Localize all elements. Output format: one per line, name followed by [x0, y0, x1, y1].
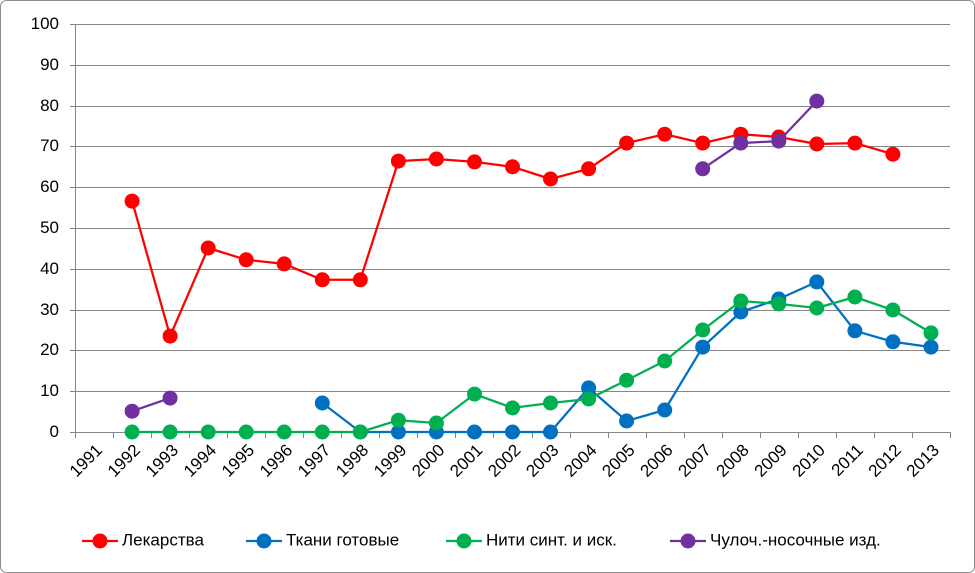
data-point-marker — [162, 424, 178, 440]
legend-item: Нити синт. и иск. — [446, 530, 617, 549]
data-point-marker — [885, 146, 901, 162]
data-point-marker — [543, 171, 558, 187]
data-point-marker — [314, 395, 330, 411]
data-point-marker — [543, 424, 558, 440]
legend-marker-swatch — [256, 533, 272, 549]
data-point-marker — [238, 252, 254, 268]
series-3 — [124, 93, 825, 419]
data-point-marker — [124, 424, 140, 440]
y-axis-tick-label: 20 — [40, 340, 59, 359]
gridlines — [75, 24, 950, 392]
data-point-marker — [200, 240, 216, 256]
data-point-marker — [885, 302, 901, 318]
data-point-marker — [771, 133, 787, 149]
data-point-marker — [428, 151, 444, 167]
legend-label: Чулоч.-носочные изд. — [710, 530, 881, 549]
y-axis-tick-label: 50 — [40, 218, 59, 237]
data-point-marker — [923, 325, 939, 341]
data-point-marker — [657, 126, 673, 142]
y-axis-tick-label: 10 — [40, 381, 59, 400]
series-plot-area — [124, 93, 939, 440]
data-point-marker — [657, 353, 673, 369]
y-axis-tick-label: 0 — [50, 422, 59, 441]
data-point-marker — [809, 93, 825, 109]
y-axis-tick-label: 30 — [40, 300, 59, 319]
series-line — [132, 295, 932, 434]
data-point-marker — [505, 159, 520, 175]
data-point-marker — [276, 424, 292, 440]
data-point-marker — [809, 136, 825, 152]
legend-label: Ткани готовые — [286, 530, 399, 549]
legend-label: Лекарства — [122, 530, 204, 549]
data-point-marker — [352, 424, 368, 440]
data-point-marker — [847, 135, 863, 151]
data-point-marker — [619, 135, 635, 151]
y-axis-tick-label: 60 — [40, 177, 59, 196]
data-point-marker — [543, 395, 558, 411]
legend-label: Нити синт. и иск. — [486, 530, 617, 549]
legend-item: Лекарства — [82, 530, 204, 549]
data-point-marker — [619, 372, 635, 388]
data-point-marker — [314, 272, 330, 288]
data-point-marker — [505, 424, 520, 440]
data-point-marker — [695, 322, 711, 338]
data-point-marker — [923, 339, 939, 355]
data-point-marker — [314, 424, 330, 440]
data-point-marker — [847, 323, 863, 339]
data-point-marker — [467, 386, 482, 402]
series-2 — [124, 289, 939, 440]
y-axis-tick-label: 100 — [31, 14, 59, 33]
series-0 — [124, 126, 901, 344]
data-point-marker — [467, 154, 482, 170]
legend-item: Ткани готовые — [246, 530, 399, 549]
data-point-marker — [238, 424, 254, 440]
legend-marker-swatch — [680, 533, 696, 549]
data-point-marker — [162, 390, 178, 406]
series-1 — [314, 274, 939, 440]
data-point-marker — [695, 339, 711, 355]
data-point-marker — [467, 424, 482, 440]
data-point-marker — [733, 293, 749, 309]
data-point-marker — [162, 328, 178, 344]
data-point-marker — [390, 412, 406, 428]
data-point-marker — [390, 153, 406, 169]
y-axis-tick-label: 80 — [40, 96, 59, 115]
legend-item: Чулоч.-носочные изд. — [670, 530, 881, 549]
data-point-marker — [695, 135, 711, 151]
data-point-marker — [428, 415, 444, 431]
data-point-marker — [619, 413, 635, 429]
data-point-marker — [505, 400, 520, 416]
data-point-marker — [200, 424, 216, 440]
data-point-marker — [809, 274, 825, 290]
legend-marker-swatch — [456, 533, 472, 549]
data-point-marker — [733, 135, 749, 151]
data-point-marker — [124, 193, 140, 209]
y-axis-tick-labels: 0 10 20 30 40 50 60 70 80 90 100 — [31, 14, 59, 441]
y-axis-tick-label: 70 — [40, 136, 59, 155]
data-point-marker — [124, 403, 140, 419]
data-point-marker — [352, 272, 368, 288]
legend: Лекарства Ткани готовые Нити синт. и иск. Ч… — [82, 530, 881, 549]
data-point-marker — [581, 161, 597, 177]
y-axis-tick-label: 90 — [40, 55, 59, 74]
data-point-marker — [276, 256, 292, 272]
data-point-marker — [657, 402, 673, 418]
data-point-marker — [771, 296, 787, 312]
data-point-marker — [885, 334, 901, 350]
data-point-marker — [809, 300, 825, 316]
legend-marker-swatch — [92, 533, 108, 549]
data-point-marker — [847, 289, 863, 305]
data-point-marker — [581, 391, 597, 407]
y-axis-tick-label: 40 — [40, 259, 59, 278]
data-point-marker — [695, 161, 711, 177]
